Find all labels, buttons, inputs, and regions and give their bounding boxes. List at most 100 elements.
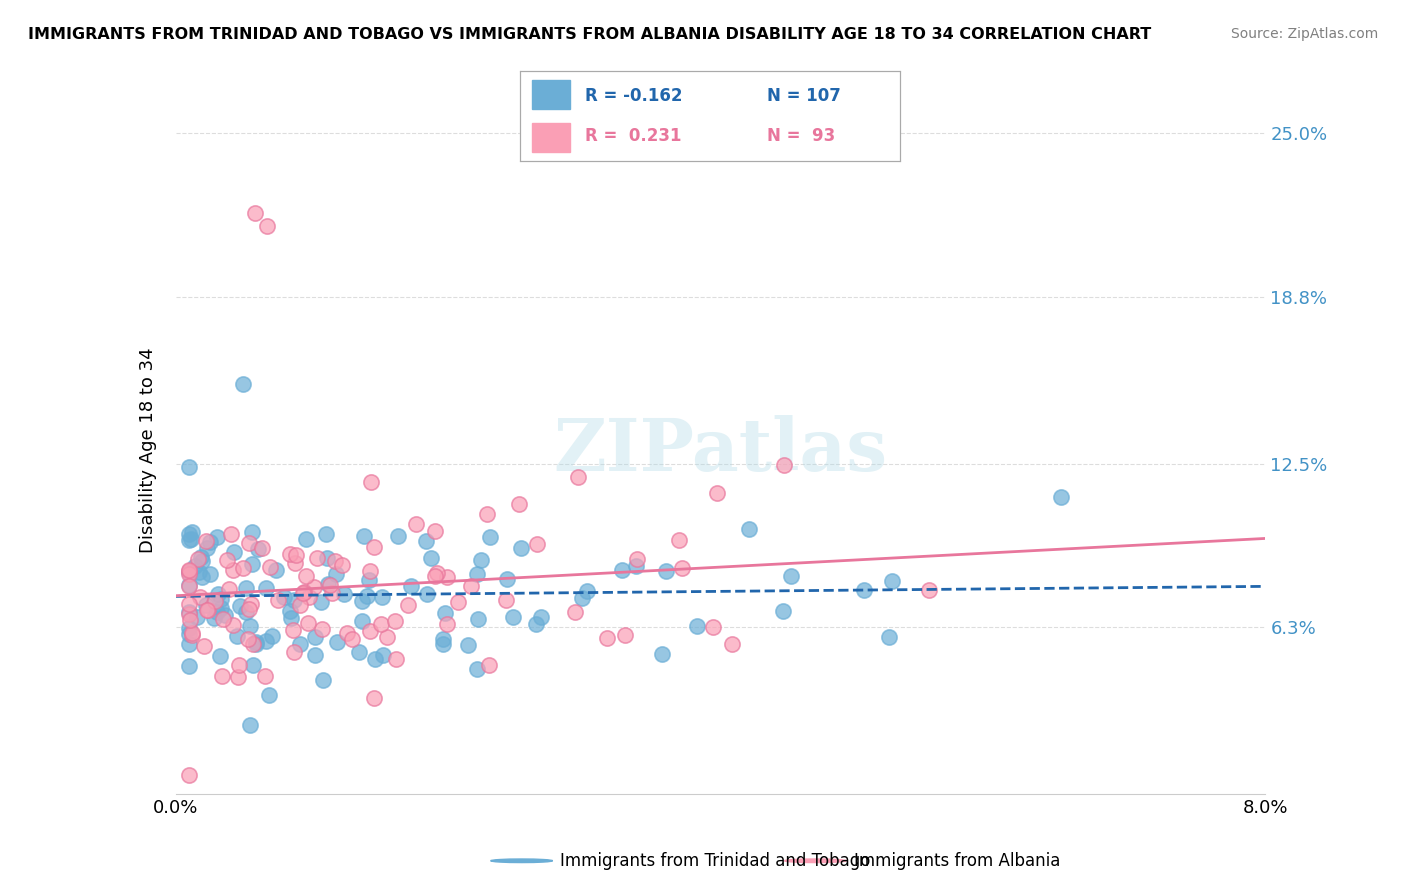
Point xyxy=(250,541,273,556)
Point xyxy=(180,533,202,547)
Point xyxy=(180,525,202,540)
Point xyxy=(309,595,332,609)
Point xyxy=(221,563,243,577)
Point xyxy=(179,627,201,641)
Point xyxy=(179,563,201,577)
Point xyxy=(288,637,311,651)
Point xyxy=(256,581,278,595)
Point xyxy=(179,613,201,627)
Point xyxy=(298,591,321,605)
Point xyxy=(575,584,598,599)
Point xyxy=(359,564,381,578)
Point xyxy=(370,617,392,632)
Point xyxy=(205,605,228,619)
Point xyxy=(502,610,524,624)
Point xyxy=(321,586,343,600)
Text: R = -0.162: R = -0.162 xyxy=(585,87,682,105)
Point xyxy=(416,587,439,601)
Point xyxy=(478,530,501,544)
Point xyxy=(347,645,370,659)
Point xyxy=(226,629,249,643)
Point xyxy=(236,632,259,646)
Point xyxy=(200,566,222,581)
Circle shape xyxy=(491,859,553,863)
Point xyxy=(229,599,252,613)
Point xyxy=(457,638,479,652)
Point xyxy=(423,524,446,538)
Point xyxy=(195,599,218,613)
Point xyxy=(360,475,382,490)
Y-axis label: Disability Age 18 to 34: Disability Age 18 to 34 xyxy=(139,348,157,553)
Point xyxy=(235,581,257,595)
Point xyxy=(475,507,498,521)
Point xyxy=(232,377,254,392)
Point xyxy=(626,552,648,566)
Point xyxy=(219,527,242,541)
Point xyxy=(624,558,647,573)
Point xyxy=(218,582,240,596)
Point xyxy=(195,541,218,555)
Point xyxy=(352,615,374,629)
Point xyxy=(510,541,533,555)
Point xyxy=(291,586,314,600)
Point xyxy=(179,597,201,611)
Point xyxy=(595,632,617,646)
Point xyxy=(706,485,728,500)
Point xyxy=(256,219,278,233)
Point xyxy=(186,610,208,624)
Point xyxy=(179,567,201,582)
Point xyxy=(207,587,229,601)
Text: Immigrants from Trinidad and Tobago: Immigrants from Trinidad and Tobago xyxy=(560,852,870,870)
Point xyxy=(326,635,349,649)
Circle shape xyxy=(785,859,846,863)
Point xyxy=(524,616,547,631)
Point xyxy=(204,594,226,608)
Point xyxy=(180,625,202,640)
Point xyxy=(179,767,201,781)
Point xyxy=(217,553,239,567)
Point xyxy=(377,631,399,645)
Point xyxy=(433,606,456,620)
Point xyxy=(179,460,201,475)
Point xyxy=(564,605,586,619)
Point xyxy=(359,573,381,587)
Point xyxy=(280,611,302,625)
Point xyxy=(183,559,205,574)
Point xyxy=(316,577,339,591)
Point xyxy=(336,625,359,640)
Point xyxy=(353,529,375,543)
Point xyxy=(239,619,262,633)
Point xyxy=(191,570,214,584)
Point xyxy=(651,647,673,661)
Point xyxy=(179,527,201,541)
Point xyxy=(190,590,212,604)
Point xyxy=(610,564,633,578)
Point xyxy=(879,630,901,644)
Point xyxy=(415,533,437,548)
Point xyxy=(460,579,482,593)
FancyBboxPatch shape xyxy=(531,123,569,152)
Text: R =  0.231: R = 0.231 xyxy=(585,127,682,145)
Point xyxy=(465,662,488,676)
Point xyxy=(179,658,201,673)
Point xyxy=(323,553,346,567)
Point xyxy=(266,563,288,577)
Point xyxy=(209,648,232,663)
Point xyxy=(187,552,209,566)
Point xyxy=(315,551,337,566)
Point xyxy=(880,574,903,589)
Point xyxy=(283,592,305,607)
Point xyxy=(668,533,690,547)
Point xyxy=(179,605,201,619)
Point xyxy=(420,550,443,565)
Point xyxy=(209,600,232,615)
Point xyxy=(179,564,201,578)
Point xyxy=(295,569,318,583)
Text: Immigrants from Albania: Immigrants from Albania xyxy=(855,852,1060,870)
Point xyxy=(526,537,548,551)
Point xyxy=(720,637,742,651)
Point xyxy=(530,610,553,624)
Point xyxy=(195,534,218,549)
Point xyxy=(495,592,517,607)
Point xyxy=(209,591,232,606)
